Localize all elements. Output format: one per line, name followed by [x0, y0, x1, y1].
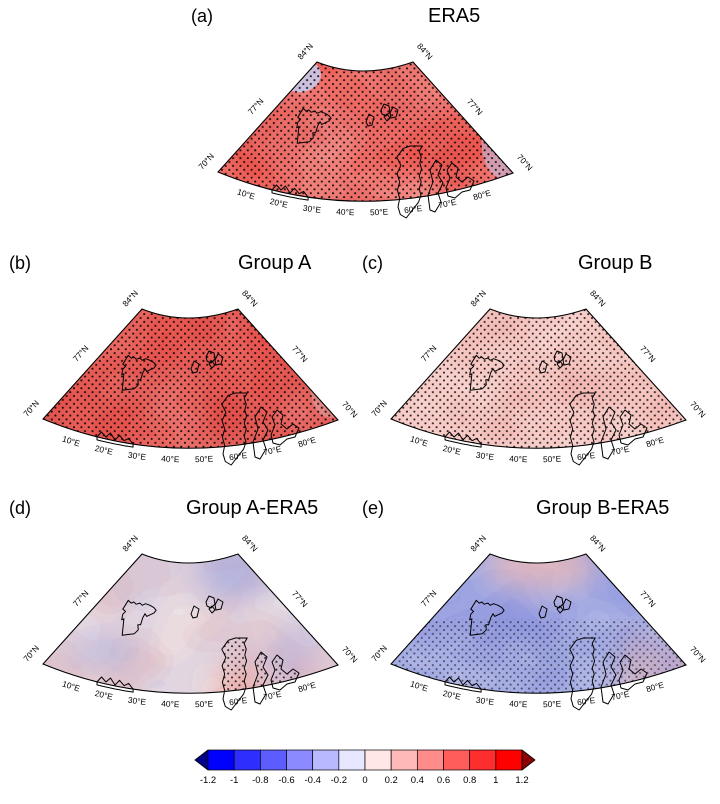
- svg-text:40°E: 40°E: [336, 206, 355, 217]
- svg-text:50°E: 50°E: [195, 699, 214, 710]
- svg-text:-1.2: -1.2: [200, 775, 216, 786]
- svg-text:(e): (e): [362, 498, 384, 518]
- svg-text:ERA5: ERA5: [428, 5, 480, 27]
- svg-text:50°E: 50°E: [543, 454, 562, 465]
- svg-text:40°E: 40°E: [509, 453, 528, 464]
- svg-text:0.2: 0.2: [385, 775, 398, 786]
- svg-text:-0.4: -0.4: [305, 775, 321, 786]
- svg-text:-0.8: -0.8: [252, 775, 268, 786]
- svg-text:1: 1: [493, 775, 498, 786]
- svg-text:-0.6: -0.6: [278, 775, 294, 786]
- svg-text:0.8: 0.8: [463, 775, 476, 786]
- svg-text:Group A-ERA5: Group A-ERA5: [186, 497, 318, 519]
- svg-text:(c): (c): [362, 253, 383, 273]
- svg-text:1.2: 1.2: [515, 775, 528, 786]
- svg-text:Group B: Group B: [578, 252, 652, 274]
- svg-text:40°E: 40°E: [161, 698, 180, 709]
- svg-text:(d): (d): [9, 498, 31, 518]
- svg-text:40°E: 40°E: [161, 453, 180, 464]
- svg-text:0.4: 0.4: [411, 775, 424, 786]
- svg-text:0: 0: [362, 775, 367, 786]
- svg-text:Group B-ERA5: Group B-ERA5: [536, 497, 669, 519]
- svg-text:40°E: 40°E: [509, 698, 528, 709]
- svg-text:Group A: Group A: [238, 252, 312, 274]
- svg-text:50°E: 50°E: [370, 207, 389, 218]
- svg-text:50°E: 50°E: [195, 454, 214, 465]
- svg-text:(a): (a): [191, 6, 213, 26]
- svg-text:50°E: 50°E: [543, 699, 562, 710]
- svg-text:-1: -1: [230, 775, 238, 786]
- svg-text:(b): (b): [9, 253, 31, 273]
- svg-text:0.6: 0.6: [437, 775, 450, 786]
- svg-text:-0.2: -0.2: [331, 775, 347, 786]
